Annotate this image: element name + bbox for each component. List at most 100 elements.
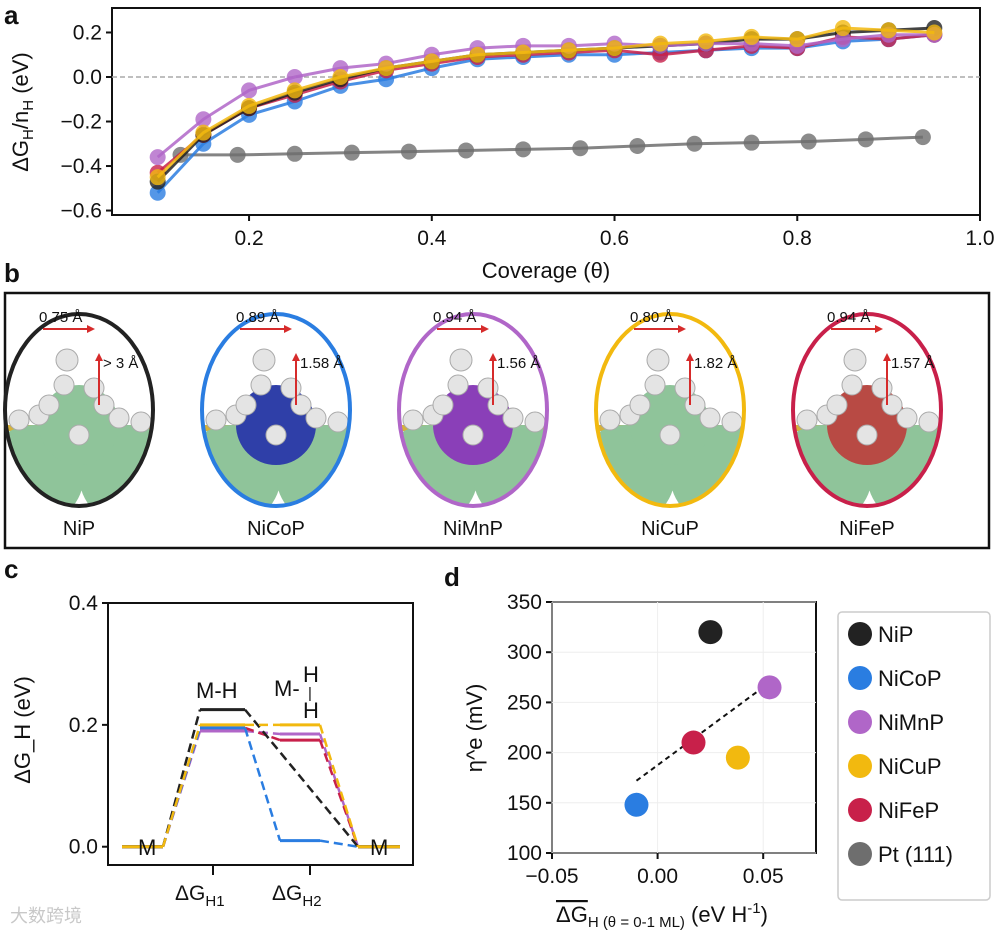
structure-outline <box>3 312 155 508</box>
y-tick-label: 300 <box>507 641 542 664</box>
transition-line <box>244 726 281 742</box>
hydrogen-atom <box>235 394 257 416</box>
y-axis-label: ΔGH/nH (eV) <box>8 52 37 172</box>
hydrogen-atom <box>699 407 721 429</box>
data-point <box>343 144 360 161</box>
y-tick-label: −0.6 <box>61 200 102 223</box>
transition-line <box>319 839 359 848</box>
hydrogen-atom <box>599 409 621 431</box>
legend-marker <box>848 842 872 866</box>
vertical-distance-label: 1.82 Å <box>694 355 737 372</box>
panel-label-d: d <box>444 562 460 592</box>
data-point <box>880 22 897 39</box>
hydrogen-atom <box>290 394 312 416</box>
data-point <box>606 40 623 57</box>
hydrogen-atom <box>487 394 509 416</box>
series-NiFeP <box>149 26 943 181</box>
energy-path-NiMnP <box>122 729 400 849</box>
x-tick-label: 0.00 <box>637 865 678 888</box>
point-NiFeP <box>681 730 706 755</box>
series-Pt <box>172 129 931 163</box>
legend-marker <box>848 710 872 734</box>
y-tick-label: −0.4 <box>61 155 103 178</box>
data-point <box>241 82 258 99</box>
energy-path-NiCoP <box>122 726 400 849</box>
structure-outline <box>397 312 549 508</box>
hydrogen-atom <box>826 394 848 416</box>
legend-item-NiFeP: NiFeP <box>848 798 939 823</box>
data-point <box>629 138 646 154</box>
vertical-distance-label: 1.56 Å <box>497 355 540 372</box>
data-point <box>423 53 440 70</box>
data-point <box>914 129 931 146</box>
hydrogen-atom <box>918 411 940 433</box>
panel-c-energy-diagram: 0.0 0.2 0.4 ΔGH1 ΔGH2 M M-H H M- | H M ΔG_H … <box>10 592 414 910</box>
hydrogen-atom <box>843 348 867 372</box>
energy-path-NiFeP <box>122 726 400 849</box>
data-point <box>286 145 303 162</box>
state-label-m-start: M <box>138 835 156 860</box>
y-axis-label: η^e (mV) <box>462 684 487 773</box>
panel-label-c: c <box>4 554 18 584</box>
lateral-distance-label: 0.94 Å <box>433 309 476 326</box>
data-point <box>149 184 166 201</box>
hydrogen-atom <box>881 394 903 416</box>
structure-name: NiMnP <box>443 518 503 540</box>
y-tick-label: 0.2 <box>73 21 102 44</box>
series-line <box>180 135 923 157</box>
panel-b-structures: 0.75 Å > 3 Å NiP 0.89 Å 1.58 Å NiCoP 0.94 Å 1.5… <box>3 291 991 550</box>
structure-outline <box>200 312 352 508</box>
legend-marker <box>848 666 872 690</box>
hydrogen-atom <box>896 407 918 429</box>
energy-path-NiP <box>122 708 400 849</box>
hydrogen-atom <box>721 411 743 433</box>
series-NiCuP <box>149 20 943 186</box>
lateral-distance-label: 0.89 Å <box>236 309 279 326</box>
data-point <box>560 42 577 59</box>
vertical-distance-label: 1.58 Å <box>300 355 343 372</box>
panel-d-scatter: 100 150 200 250 300 350 −0.05 0.00 0.05 η^e (mV)… <box>462 591 991 931</box>
hydrogen-atom <box>684 394 706 416</box>
data-point <box>458 142 475 159</box>
hydrogen-atom <box>841 374 863 396</box>
hydrogen-atom <box>205 409 227 431</box>
hydrogen-atom <box>524 411 546 433</box>
y-axis-label: ΔG_H (eV) <box>10 676 35 784</box>
legend-item-NiCuP: NiCuP <box>848 754 942 779</box>
structure-NiP: 0.75 Å > 3 Å NiP <box>3 309 155 540</box>
data-point <box>652 35 669 52</box>
y-tick-label: 0.2 <box>69 714 98 737</box>
hydrogen-atom <box>108 407 130 429</box>
data-point <box>572 140 589 157</box>
plot-frame <box>551 601 817 854</box>
x-tick-label-dG-H1: ΔGH1 <box>175 882 225 910</box>
structure-NiFeP: 0.94 Å 1.57 Å NiFeP <box>791 309 943 540</box>
point-NiP <box>698 620 723 645</box>
legend-label: NiCoP <box>878 666 942 691</box>
data-point <box>195 124 212 141</box>
data-point <box>743 28 760 45</box>
x-tick-label: 0.2 <box>234 227 263 250</box>
hydrogen-atom <box>93 394 115 416</box>
hydrogen-atom <box>130 411 152 433</box>
data-point <box>241 97 258 114</box>
y-tick-label: 0.0 <box>73 66 102 89</box>
vertical-distance-label: > 3 Å <box>103 355 138 372</box>
atomic-model <box>5 314 153 506</box>
lateral-distance-label: 0.94 Å <box>827 309 870 326</box>
legend-item-NiCoP: NiCoP <box>848 666 942 691</box>
y-tick-label: 350 <box>507 591 542 614</box>
vertical-distance-label: 1.57 Å <box>891 355 934 372</box>
legend-label: NiFeP <box>878 798 939 823</box>
structure-NiCuP: 0.80 Å 1.82 Å NiCuP <box>594 309 746 540</box>
data-point <box>149 169 166 186</box>
x-tick-label: 0.8 <box>783 227 812 250</box>
legend-marker <box>848 754 872 778</box>
panel-label-b: b <box>4 258 20 288</box>
x-axis-label: Coverage (θ) <box>482 258 610 283</box>
legend-label: NiCuP <box>878 754 942 779</box>
transition-line <box>318 724 360 848</box>
state-label-m-h2-bond: | <box>308 685 312 702</box>
data-point <box>229 146 246 163</box>
structure-NiCoP: 0.89 Å 1.58 Å NiCoP <box>200 309 352 540</box>
